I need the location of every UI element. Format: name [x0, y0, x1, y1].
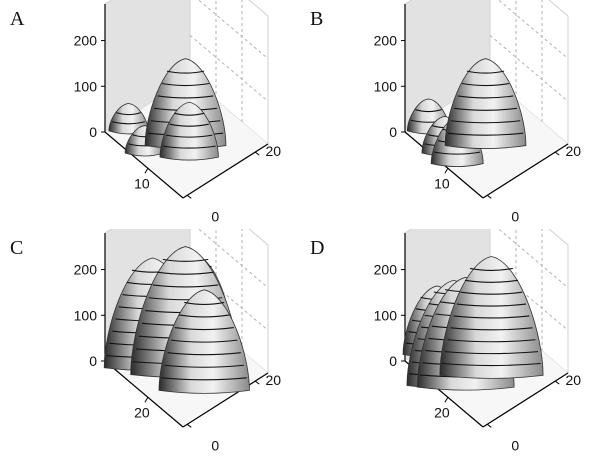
y-tick-mark: [554, 151, 560, 156]
z-tick-label: 0: [89, 124, 97, 140]
z-tick-label: 0: [389, 124, 397, 140]
y-tick-mark: [254, 380, 260, 385]
surface-peak: [158, 289, 250, 394]
y-tick-label: 0: [211, 437, 219, 453]
panel-d: D 200 100 0 20 20 0: [300, 229, 600, 458]
right-axis-line: [482, 143, 569, 199]
surface-peak: [108, 103, 149, 135]
y-tick-label: 20: [565, 372, 581, 388]
z-tick-label: 0: [89, 353, 97, 369]
z-tick-label: 100: [374, 307, 398, 323]
wall-gridline: [497, 0, 569, 60]
right-axis-line: [182, 143, 269, 199]
y-tick-label: 0: [511, 208, 519, 224]
y-tick-label: 0: [211, 208, 219, 224]
x-tick-mark: [144, 397, 149, 403]
right-axis-line: [482, 372, 569, 428]
panel-b: B 200 100 0 10 20 0: [300, 0, 600, 229]
wall-gridline: [189, 263, 269, 331]
x-tick-label: 20: [434, 404, 450, 420]
y-tick-label: 20: [565, 143, 581, 159]
panel-a: A 200 100 0 10 20 0: [0, 0, 300, 229]
y-tick-mark: [186, 194, 192, 199]
wall-gridline: [489, 263, 569, 331]
y-tick-mark: [486, 194, 492, 199]
y-tick-mark: [554, 380, 560, 385]
x-tick-mark: [144, 168, 149, 174]
wall-gridline: [197, 229, 269, 289]
y-tick-label: 20: [265, 143, 281, 159]
front-axis-line: [104, 131, 184, 199]
z-tick-label: 200: [74, 262, 98, 278]
x-tick-label: 10: [134, 175, 150, 191]
y-tick-mark: [486, 423, 492, 428]
panel-c: C 200 100 0 20 20 0: [0, 229, 300, 458]
y-tick-mark: [254, 151, 260, 156]
surface-peak: [159, 101, 219, 161]
wall-gridline: [497, 229, 569, 289]
z-tick-label: 100: [74, 307, 98, 323]
z-tick-label: 0: [389, 353, 397, 369]
surface-peak: [444, 58, 527, 149]
wall-gridline: [489, 34, 569, 102]
wall-gridline: [197, 0, 269, 60]
panel-label: A: [10, 8, 25, 30]
y-tick-label: 0: [511, 437, 519, 453]
z-tick-label: 200: [74, 33, 98, 49]
x-tick-mark: [444, 168, 449, 174]
surface-peak: [439, 256, 544, 379]
panel-label: D: [310, 237, 325, 259]
panel-label: B: [310, 8, 324, 30]
x-tick-label: 20: [134, 404, 150, 420]
x-tick-mark: [444, 397, 449, 403]
wall-gridline: [189, 34, 269, 102]
x-tick-label: 10: [434, 175, 450, 191]
front-axis-line: [104, 360, 184, 428]
panel-label: C: [10, 237, 24, 259]
z-tick-label: 100: [74, 78, 98, 94]
z-tick-label: 100: [374, 78, 398, 94]
y-tick-label: 20: [265, 372, 281, 388]
y-tick-mark: [186, 423, 192, 428]
z-tick-label: 200: [374, 262, 398, 278]
right-axis-line: [182, 372, 269, 428]
z-tick-label: 200: [374, 33, 398, 49]
